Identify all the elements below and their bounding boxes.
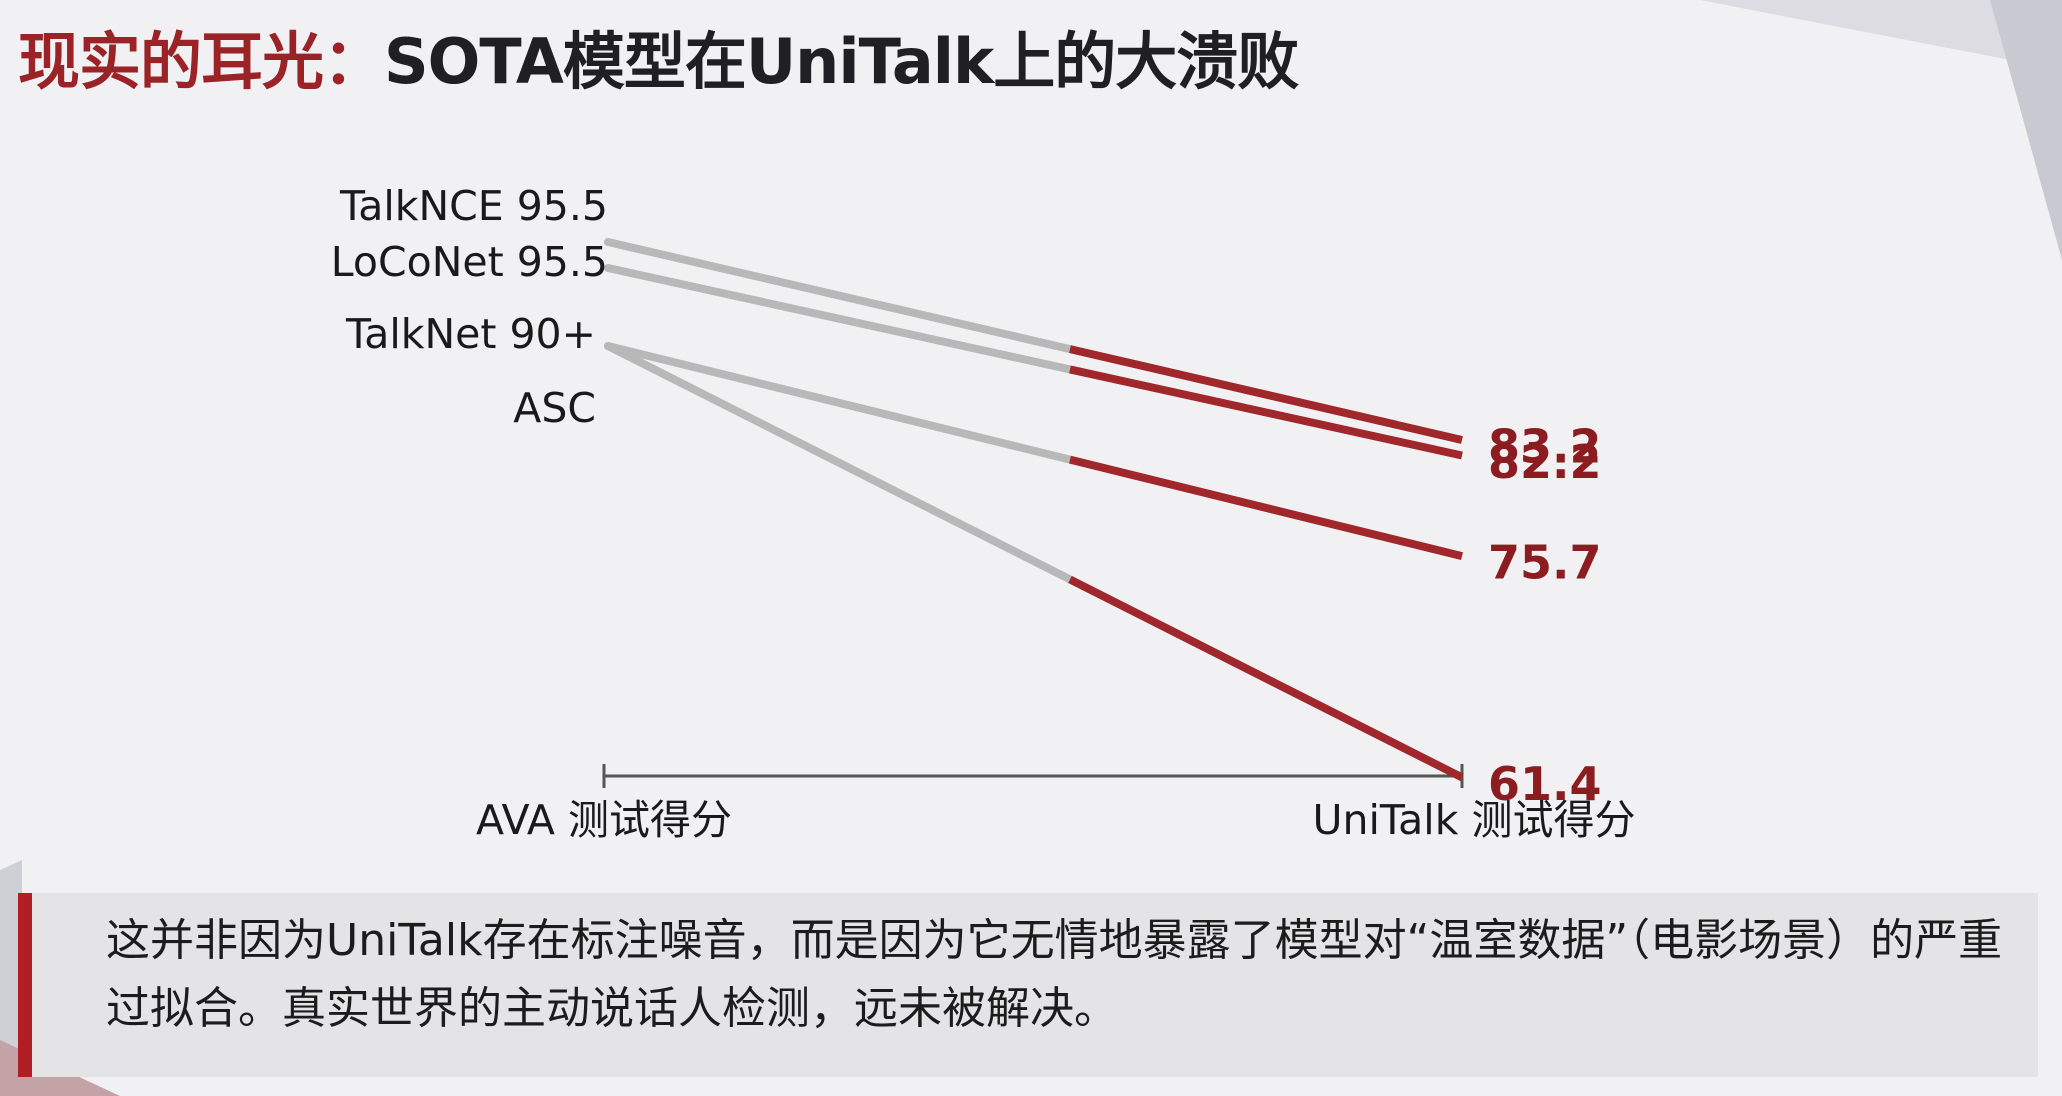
page-title: 现实的耳光：SOTA模型在UniTalk上的大溃败 — [18, 22, 1299, 102]
line-faded-loconet — [604, 264, 1074, 374]
slope-chart: AVA 测试得分 UniTalk 测试得分 83.282.2 75.7 61.4 Tal… — [331, 182, 1636, 844]
caption-text: 这并非因为UniTalk存在标注噪音，而是因为它无情地暴露了模型对“温室数据”（… — [106, 915, 2003, 1034]
right-value-asc: 61.4 — [1488, 757, 1602, 811]
line-faded-asc — [604, 342, 1074, 584]
right-value-loconet: 82.2 — [1488, 435, 1602, 489]
line-drop-talknet — [1069, 455, 1463, 560]
line-drop-talknce — [1069, 345, 1463, 444]
line-faded-talknce — [604, 238, 1074, 354]
title-main: SOTA模型在UniTalk上的大溃败 — [384, 25, 1299, 98]
line-drop-asc — [1068, 575, 1464, 782]
left-label-0: TalkNCE 95.5 — [339, 182, 608, 230]
caption-box: 这并非因为UniTalk存在标注噪音，而是因为它无情地暴露了模型对“温室数据”（… — [18, 893, 2038, 1077]
title-accent: 现实的耳光： — [18, 25, 385, 98]
left-label-3: ASC — [513, 384, 596, 432]
right-value-talknet: 75.7 — [1488, 536, 1602, 590]
x-axis: AVA 测试得分 UniTalk 测试得分 — [476, 764, 1635, 844]
left-label-1: LoCoNet 95.5 — [331, 238, 608, 286]
right-value-talknce: 83.2 — [1488, 420, 1602, 474]
line-drop-loconet — [1069, 365, 1463, 460]
series-lines — [604, 238, 1464, 782]
x-tick-label-ava: AVA 测试得分 — [476, 796, 732, 844]
series-labels: 83.282.2 75.7 61.4 TalkNCE 95.5 LoCoNet 95.5… — [331, 182, 1602, 811]
x-tick-label-unitalk: UniTalk 测试得分 — [1313, 796, 1636, 844]
left-label-2: TalkNet 90+ — [345, 310, 596, 358]
line-faded-talknet — [604, 342, 1074, 464]
